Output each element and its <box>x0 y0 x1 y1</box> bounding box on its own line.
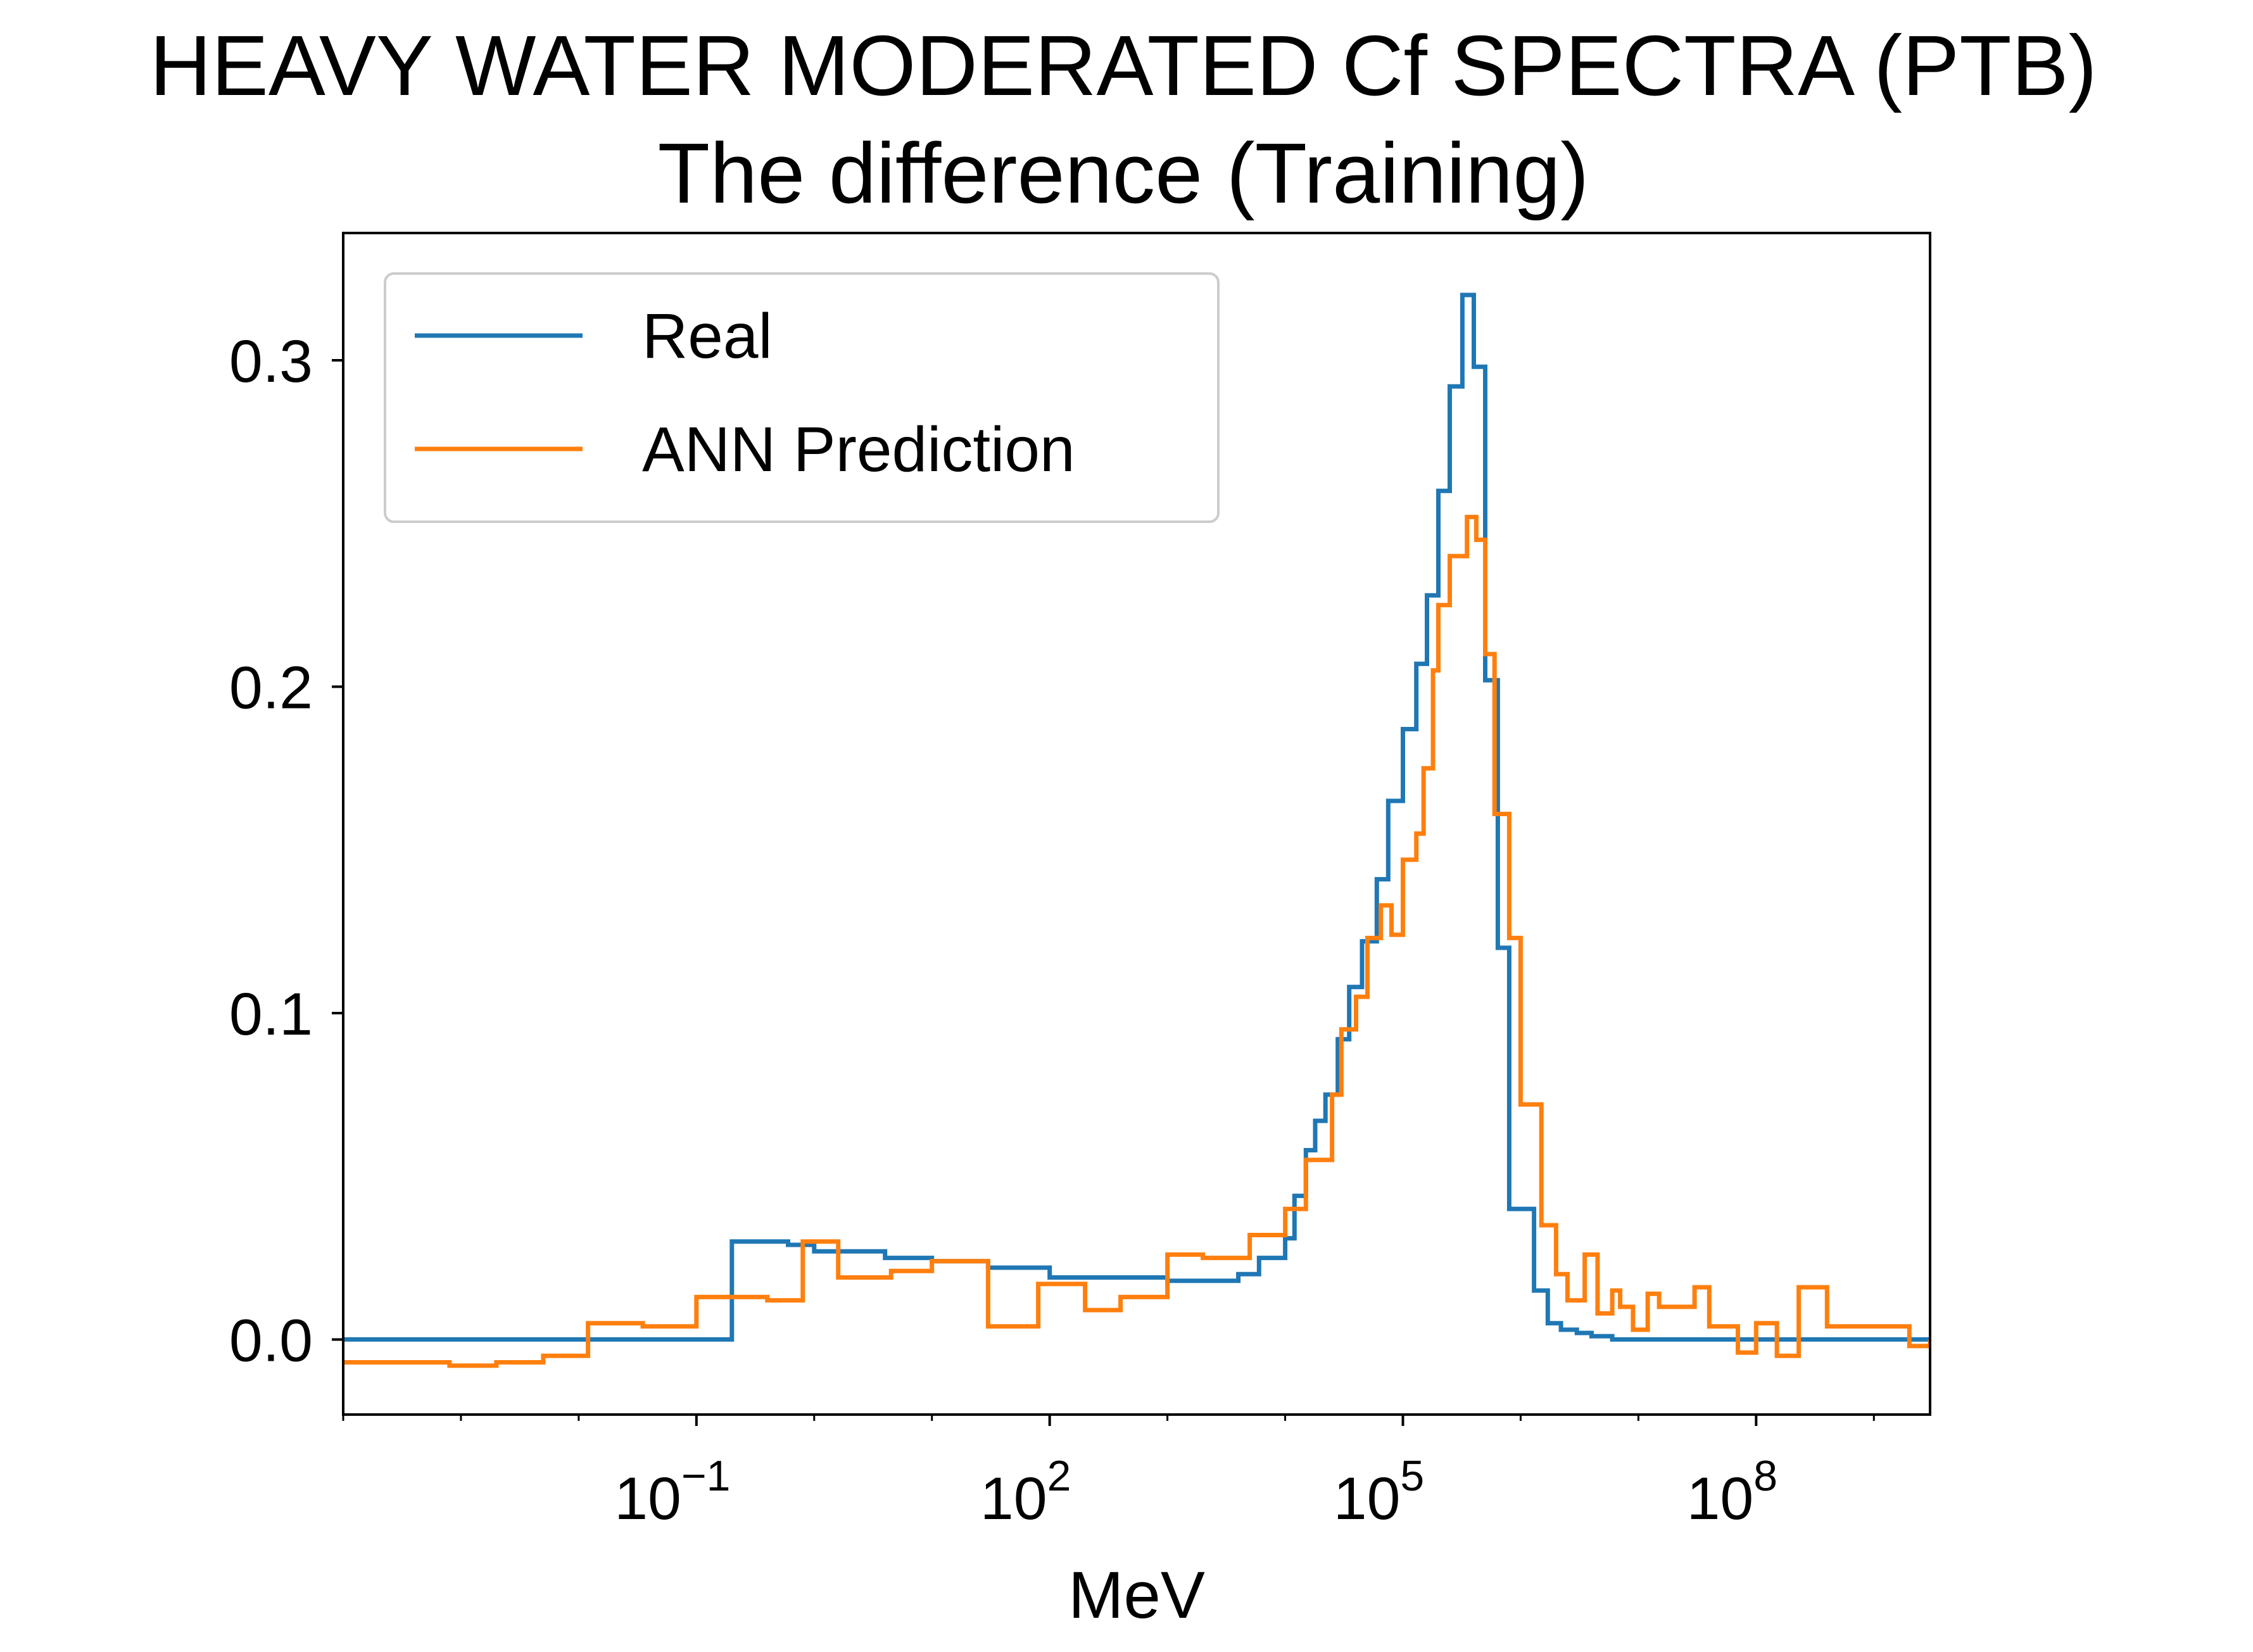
series-line-real <box>343 293 1930 1342</box>
y-axis: 0.0 0.1 0.2 0.3 <box>229 328 343 1374</box>
legend: Real ANN Prediction <box>384 272 1220 523</box>
chart-title: HEAVY WATER MODERATED Cf SPECTRA (PTB) <box>149 18 2097 113</box>
chart-subtitle: The difference (Training) <box>658 125 1589 221</box>
y-tick-label: 0.2 <box>229 655 313 722</box>
x-tick-label: 10−1 <box>614 1452 730 1532</box>
x-tick-label: 105 <box>1334 1452 1425 1532</box>
y-tick-label: 0.0 <box>229 1307 313 1374</box>
series-layer <box>343 293 1930 1368</box>
x-axis: 10−1 102 105 108 <box>342 1415 1875 1532</box>
legend-box <box>384 272 1220 523</box>
y-tick-label: 0.1 <box>229 981 313 1048</box>
series-line-ann-prediction <box>343 515 1930 1368</box>
x-axis-label: MeV <box>1068 1558 1205 1632</box>
x-tick-label: 102 <box>980 1452 1071 1532</box>
plot-frame <box>342 232 1931 1416</box>
y-tick-label: 0.3 <box>229 328 313 395</box>
legend-label-real: Real <box>642 301 773 372</box>
legend-label-ann-prediction: ANN Prediction <box>642 414 1075 485</box>
x-tick-label: 108 <box>1687 1452 1778 1532</box>
